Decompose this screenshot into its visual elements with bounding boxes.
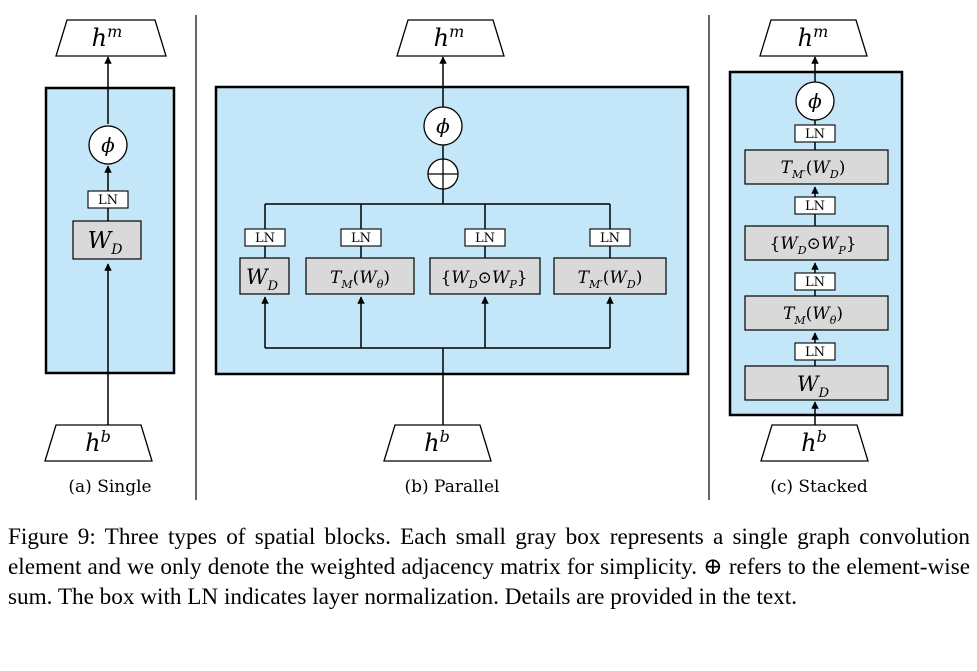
stacked-layer-1-ln-label: LN	[805, 127, 825, 142]
parallel-input-label: hb	[424, 427, 450, 457]
stacked-input-node	[760, 424, 869, 462]
parallel-activation-node	[423, 106, 463, 146]
parallel-branch-1-ln-box	[244, 228, 286, 247]
single-ln-label: LN	[98, 193, 118, 208]
stacked-output-node	[759, 19, 868, 57]
stacked-layer-2-op-box	[744, 225, 889, 261]
parallel-branch-2-ln-box	[340, 228, 382, 247]
parallel-activation-label: ϕ	[436, 114, 450, 138]
single-op-label: WD	[88, 228, 123, 258]
stacked-layer-2-op-label: {WD⊙WP}	[769, 234, 856, 257]
stacked-output-label: hm	[798, 22, 829, 52]
panel-single: hm ϕ LN WD hb (a) Single	[44, 19, 176, 497]
spatial-blocks-diagram: hm ϕ LN WD hb (a) Single	[44, 15, 904, 500]
single-activation-label: ϕ	[101, 133, 115, 157]
parallel-input-node	[383, 424, 492, 462]
caption-text-2: refers to the element-wise sum. The box …	[8, 554, 971, 610]
single-input-node	[44, 424, 153, 462]
panel-stacked: hm ϕ LN TM′(WD) LN {WD⊙WP} LN TM(Wθ) LN …	[728, 19, 904, 497]
caption-text-1: Figure 9: Three types of spatial blocks.…	[8, 524, 970, 580]
stacked-layer-2-ln-box	[794, 196, 836, 215]
stacked-activation-label: ϕ	[808, 89, 822, 113]
parallel-branch-1-ln-label: LN	[255, 231, 275, 246]
parallel-branch-4-ln-label: LN	[600, 231, 620, 246]
stacked-layer-1-ln-box	[794, 124, 836, 143]
single-input-label: hb	[85, 427, 111, 457]
caption-sum-symbol: ⊕	[703, 554, 723, 580]
parallel-branch-3-op-label: {WD⊙WP}	[440, 268, 527, 291]
parallel-branch-3-op-box	[429, 257, 541, 295]
parallel-branch-3-ln-box	[464, 228, 506, 247]
stacked-layer-3-op-box	[744, 295, 889, 331]
parallel-branch-2-ln-label: LN	[351, 231, 371, 246]
figure-caption: Figure 9: Three types of spatial blocks.…	[8, 522, 970, 612]
stacked-activation-node	[795, 81, 835, 121]
parallel-branch-4-ln-box	[589, 228, 631, 247]
stacked-layer-4-op-box	[744, 365, 889, 401]
single-output-node	[55, 19, 167, 57]
parallel-output-node	[396, 19, 505, 57]
stacked-layer-2-ln-label: LN	[805, 199, 825, 214]
single-panel-label: (a) Single	[68, 477, 151, 497]
stacked-layer-1-op-label: TM′(WD)	[781, 158, 846, 181]
single-ln-box	[87, 190, 129, 209]
stacked-layer-3-ln-label: LN	[805, 275, 825, 290]
stacked-layer-3-ln-box	[794, 272, 836, 291]
stacked-layer-4-ln-box	[794, 342, 836, 361]
stacked-input-label: hb	[801, 427, 827, 457]
stacked-panel-label: (c) Stacked	[770, 477, 868, 497]
single-activation-node	[88, 125, 128, 165]
single-output-label: hm	[92, 22, 123, 52]
single-op-box	[72, 220, 142, 260]
parallel-branch-2-op-box	[305, 257, 415, 295]
parallel-branch-4-op-box	[553, 257, 667, 295]
stacked-layer-1-op-box	[744, 149, 889, 185]
parallel-panel-label: (b) Parallel	[405, 477, 500, 497]
panel-parallel: hm ϕ LN WD LN TM(Wθ) LN {WD⊙WP} LN TM′(W…	[214, 19, 690, 497]
parallel-branch-3-ln-label: LN	[475, 231, 495, 246]
parallel-branch-1-op-box	[239, 257, 290, 295]
parallel-output-label: hm	[434, 22, 465, 52]
stacked-layer-4-ln-label: LN	[805, 345, 825, 360]
